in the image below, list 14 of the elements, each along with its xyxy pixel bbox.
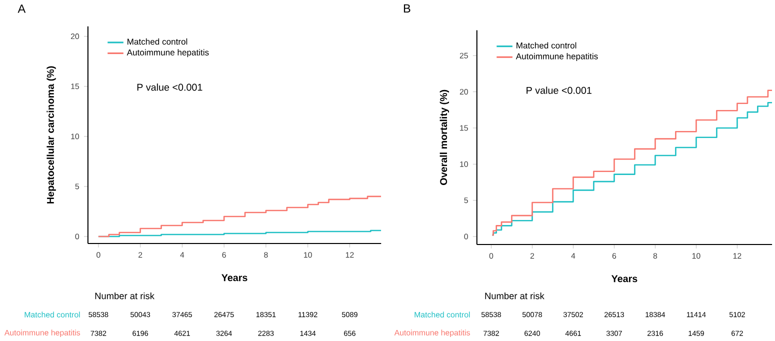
text: Number at risk [485, 292, 544, 299]
legend-label: Autoimmune hepatitis [126, 48, 209, 57]
y-axis-title: Overall mortality (%) [440, 90, 450, 185]
annotation: P value <0.001 [137, 83, 202, 91]
annotation: P value <0.001 [526, 86, 592, 94]
x-axis-title: Years [222, 274, 248, 281]
y-axis-title: Hepatocellular carcinoma (%) [46, 66, 56, 204]
chart-title: B [404, 4, 410, 12]
legend-label: Autoimmune hepatitis [516, 52, 598, 61]
legend-label: Matched control [128, 38, 188, 44]
legend-label: Matched control [516, 42, 576, 48]
x-axis-title: Years [611, 275, 638, 282]
chart-title: A [18, 4, 26, 13]
text: Number at risk [95, 292, 154, 299]
